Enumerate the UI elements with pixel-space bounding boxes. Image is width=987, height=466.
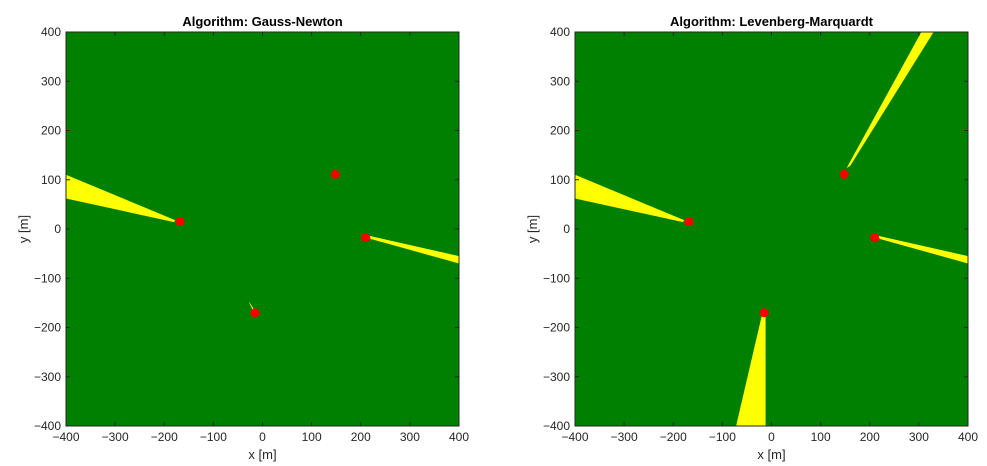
y-axis-label: y [m] (16, 215, 31, 243)
chart-title: Algorithm: Gauss-Newton (182, 14, 342, 29)
y-tick-label: −400 (543, 419, 570, 433)
x-tick-label: 0 (259, 430, 266, 444)
diverged-region-2 (369, 235, 459, 264)
anchor-point-1 (839, 169, 849, 179)
y-tick-label: 100 (550, 173, 570, 187)
anchor-point-3 (870, 233, 880, 243)
x-tick-label: −400 (52, 430, 79, 444)
converged-region (575, 32, 968, 426)
diverged-region-1 (66, 174, 176, 223)
x-tick-label: −100 (709, 430, 736, 444)
gauss-newton-panel: −400 −300 −200 −100 0 100 200 300 400 −400 −300 −20… (16, 14, 469, 462)
diverged-region-3 (846, 32, 934, 168)
converged-region (66, 32, 459, 426)
anchor-point-3 (361, 233, 371, 243)
y-tick-label: 300 (41, 74, 61, 88)
x-tick-label: 0 (768, 430, 775, 444)
x-tick-label: 200 (351, 430, 371, 444)
chart-title: Algorithm: Levenberg-Marquardt (670, 14, 874, 29)
y-tick-label: −200 (543, 321, 570, 335)
y-tick-label: −400 (34, 419, 61, 433)
x-tick-label: 400 (958, 430, 978, 444)
x-tick-label: 300 (400, 430, 420, 444)
x-axis-label: x [m] (248, 447, 276, 462)
y-tick-label: 400 (550, 25, 570, 39)
y-tick-label: 100 (41, 173, 61, 187)
diverged-region-2 (878, 235, 968, 264)
y-tick-label: −100 (543, 271, 570, 285)
y-tick-label: 0 (54, 222, 61, 236)
diverged-region-1 (575, 174, 685, 223)
anchor-point-2 (684, 217, 694, 227)
diverged-region-3 (248, 301, 254, 310)
y-tick-label: 300 (550, 74, 570, 88)
y-tick-label: −300 (34, 370, 61, 384)
anchor-point-4 (759, 308, 769, 318)
anchor-point-1 (330, 169, 340, 179)
levenberg-marquardt-panel: −400 −300 −200 −100 0 100 200 300 400 −400 −300 −20… (525, 14, 978, 462)
x-tick-label: 100 (302, 430, 322, 444)
x-tick-label: −400 (561, 430, 588, 444)
x-axis-label: x [m] (757, 447, 785, 462)
x-tick-label: 100 (811, 430, 831, 444)
y-axis-label: y [m] (525, 215, 540, 243)
x-tick-label: 400 (449, 430, 469, 444)
x-tick-label: −300 (611, 430, 638, 444)
x-tick-label: −200 (660, 430, 687, 444)
y-tick-label: −100 (34, 271, 61, 285)
y-tick-label: −300 (543, 370, 570, 384)
x-tick-label: −300 (102, 430, 129, 444)
y-tick-label: −200 (34, 321, 61, 335)
x-tick-label: −200 (151, 430, 178, 444)
y-tick-label: 0 (563, 222, 570, 236)
y-tick-label: 200 (550, 124, 570, 138)
anchor-point-4 (250, 308, 260, 318)
anchor-point-2 (175, 217, 185, 227)
y-tick-label: 400 (41, 25, 61, 39)
x-tick-label: 300 (909, 430, 929, 444)
y-tick-label: 200 (41, 124, 61, 138)
x-tick-label: 200 (860, 430, 880, 444)
x-tick-label: −100 (200, 430, 227, 444)
diverged-region-4 (736, 311, 766, 426)
